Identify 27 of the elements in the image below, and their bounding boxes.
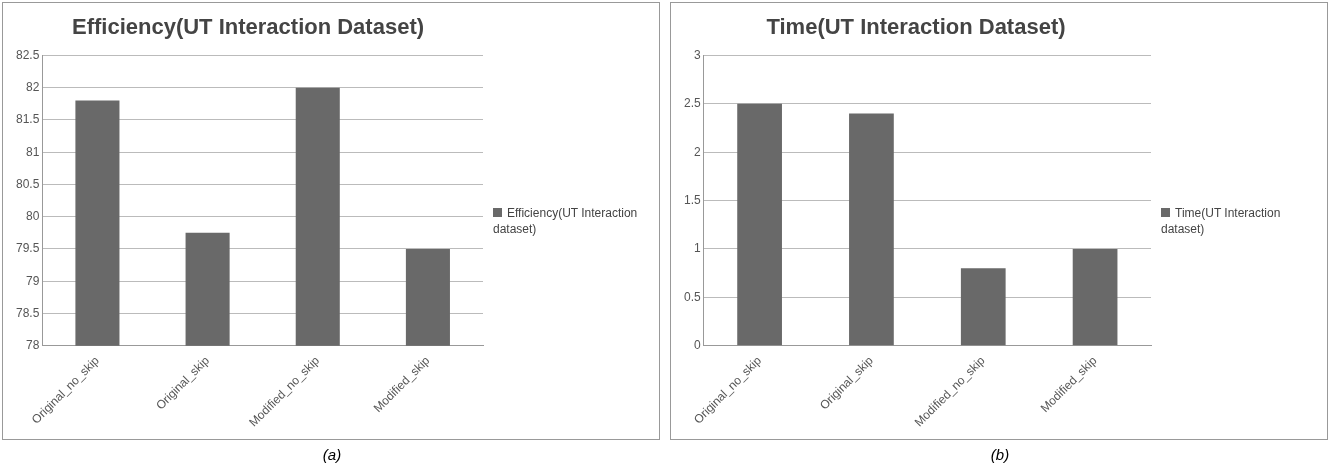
y-tick-label: 3 xyxy=(693,47,701,62)
bar xyxy=(849,113,894,346)
y-tick-label: 2.5 xyxy=(683,96,701,111)
chart-title: Time(UT Interaction Dataset) xyxy=(766,14,1066,40)
bar xyxy=(737,103,782,346)
y-tick-label: 80 xyxy=(26,209,40,224)
y-tick-label: 82 xyxy=(26,79,40,94)
y-tick-label: 2 xyxy=(693,144,701,159)
y-tick-label: 78 xyxy=(26,338,40,353)
y-tick-label: 78.5 xyxy=(16,305,40,320)
y-tick-label: 0 xyxy=(693,338,701,353)
y-tick-label: 81.5 xyxy=(16,112,40,127)
y-tick-label: 79 xyxy=(26,273,40,288)
y-tick-label: 79.5 xyxy=(16,241,40,256)
y-tick-label: 82.5 xyxy=(16,47,40,62)
legend-label: Time(UT Interaction dataset) xyxy=(1161,206,1281,236)
text: (a) xyxy=(321,446,343,463)
chart-title: Efficiency(UT Interaction Dataset) xyxy=(71,14,425,40)
y-tick-label: 80.5 xyxy=(16,176,40,191)
y-tick-label: 0.5 xyxy=(683,289,701,304)
y-tick-label: 81 xyxy=(26,144,40,159)
y-tick-label: 1 xyxy=(693,241,701,256)
legend-label: Efficiency(UT Interaction dataset) xyxy=(493,206,638,236)
text: (b) xyxy=(989,446,1011,463)
y-tick-label: 1.5 xyxy=(683,192,701,207)
bar xyxy=(960,268,1006,346)
bar xyxy=(1072,248,1118,346)
